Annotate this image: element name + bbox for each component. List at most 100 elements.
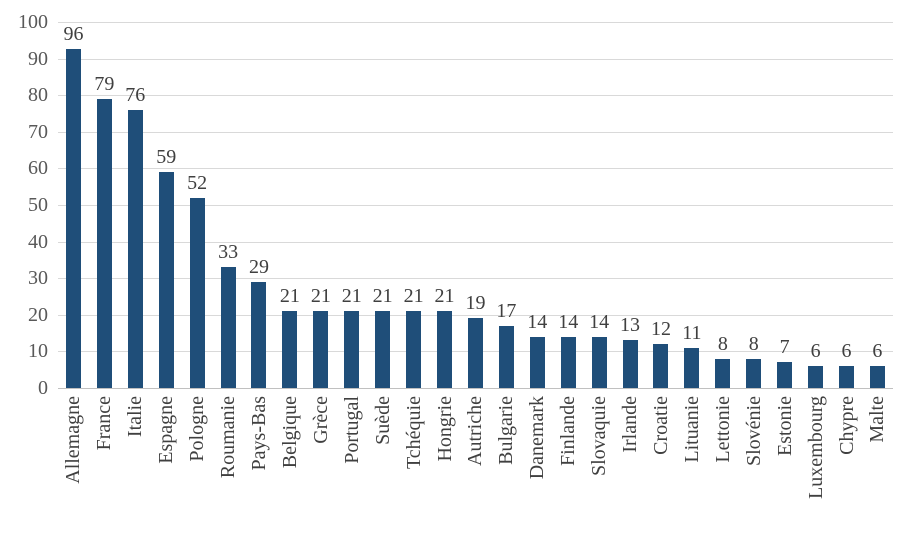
bar	[467, 318, 483, 388]
category-cell: Irlande	[615, 396, 646, 536]
bar-group: 21	[429, 22, 460, 388]
bar-value-label: 6	[872, 340, 883, 363]
bar	[189, 197, 205, 388]
bar-group: 17	[491, 22, 522, 388]
bar-value-label: 79	[94, 72, 115, 95]
y-axis-tick-label: 100	[18, 11, 48, 33]
bar-group: 21	[336, 22, 367, 388]
bar	[406, 311, 422, 388]
bar	[591, 336, 607, 388]
category-label: Chypre	[835, 396, 858, 455]
y-axis-tick-label: 30	[28, 267, 48, 290]
bar-value-label: 14	[558, 310, 579, 333]
bar-series: 96 79 76 59 52 33 29 21 21 21 21 21 21 19 17 14 14 14 13 12…	[58, 22, 893, 388]
y-axis-tick-label: 40	[28, 230, 48, 253]
category-cell: Autriche	[460, 396, 491, 536]
bar	[808, 366, 824, 388]
bar-group: 12	[646, 22, 677, 388]
bar	[839, 366, 854, 388]
bar	[622, 340, 638, 388]
category-cell: Portugal	[336, 396, 367, 536]
category-label: Croatie	[649, 396, 672, 455]
y-axis-tick-label: 0	[38, 377, 48, 399]
category-cell: Hongrie	[429, 396, 460, 536]
bar	[313, 311, 329, 388]
category-cell: Pologne	[182, 396, 213, 536]
bar	[282, 311, 298, 388]
category-cell: Pays-Bas	[244, 396, 275, 536]
y-axis-tick-label: 90	[28, 47, 48, 70]
category-label: Allemagne	[62, 396, 85, 484]
category-label: Italie	[124, 396, 147, 438]
bar-group: 21	[367, 22, 398, 388]
bar	[560, 336, 576, 388]
bar	[653, 344, 669, 388]
category-cell: Croatie	[646, 396, 677, 536]
bar-value-label: 19	[465, 292, 486, 315]
bar-group: 14	[522, 22, 553, 388]
bar-value-label: 29	[248, 255, 269, 278]
bar	[715, 358, 731, 388]
category-cell: Espagne	[151, 396, 182, 536]
gridline	[58, 131, 893, 133]
category-label: Irlande	[619, 396, 642, 453]
x-axis-line	[58, 388, 893, 389]
bar-value-label: 6	[810, 340, 821, 363]
bar	[746, 358, 762, 388]
bar-group: 6	[800, 22, 831, 388]
category-label: Estonie	[773, 396, 796, 456]
bar-group: 8	[738, 22, 769, 388]
category-label: Finlande	[557, 396, 580, 466]
category-cell: Luxembourg	[800, 396, 831, 536]
bar	[869, 366, 885, 388]
category-label: Danemark	[526, 396, 549, 480]
bar	[251, 281, 267, 388]
category-label: Bulgarie	[495, 396, 518, 465]
category-cell: Slovaquie	[584, 396, 615, 536]
category-label: Pays-Bas	[247, 396, 270, 471]
bar-value-label: 59	[156, 146, 177, 169]
bar-group: 52	[182, 22, 213, 388]
bar-value-label: 21	[341, 285, 362, 308]
category-cell: Lettonie	[707, 396, 738, 536]
bar-value-label: 14	[527, 310, 548, 333]
category-label: Hongrie	[433, 396, 456, 462]
category-label: Belgique	[278, 396, 301, 469]
y-axis-tick-label: 10	[28, 340, 48, 363]
bar	[96, 98, 112, 388]
category-cell: Malte	[862, 396, 893, 536]
bar-value-label: 21	[372, 285, 393, 308]
bar-value-label: 8	[717, 332, 728, 355]
gridline	[58, 241, 893, 243]
category-label: Roumanie	[217, 396, 240, 479]
category-cell: Allemagne	[58, 396, 89, 536]
category-label: Luxembourg	[804, 396, 827, 499]
bar	[498, 325, 514, 388]
category-cell: Estonie	[769, 396, 800, 536]
category-cell: Lituanie	[676, 396, 707, 536]
bar-value-label: 33	[218, 241, 239, 264]
category-label: Malte	[866, 396, 889, 443]
bar-group: 6	[831, 22, 862, 388]
category-label: Slovaquie	[588, 396, 611, 476]
bar-group: 11	[676, 22, 707, 388]
category-cell: Roumanie	[213, 396, 244, 536]
category-label: Tchéquie	[402, 396, 425, 470]
gridline	[58, 205, 893, 206]
bar	[127, 109, 143, 388]
bar-group: 13	[615, 22, 646, 388]
bar-group: 19	[460, 22, 491, 388]
bar-group: 14	[553, 22, 584, 388]
gridline	[58, 58, 893, 60]
category-label: Lettonie	[711, 396, 734, 463]
bar-group: 14	[584, 22, 615, 388]
bar-value-label: 21	[310, 285, 331, 308]
y-axis-tick-label: 80	[28, 84, 48, 107]
bar	[375, 311, 391, 388]
bar	[684, 347, 700, 388]
bar-group: 76	[120, 22, 151, 388]
bar-value-label: 7	[779, 336, 790, 359]
bar-value-label: 11	[682, 321, 702, 344]
y-axis-tick-label: 60	[28, 157, 48, 180]
